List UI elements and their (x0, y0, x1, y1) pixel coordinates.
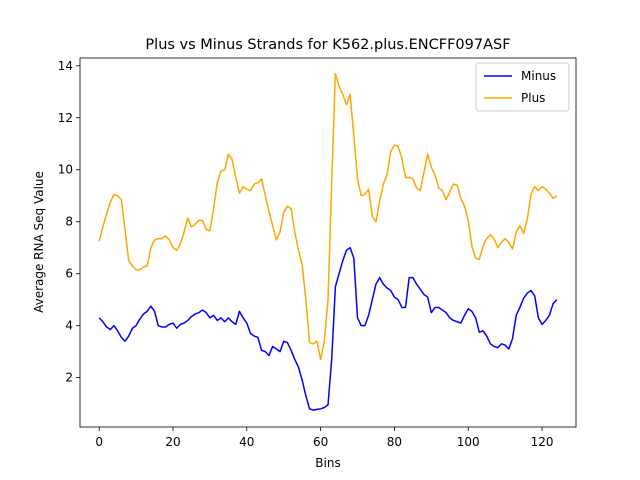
chart-title: Plus vs Minus Strands for K562.plus.ENCF… (145, 37, 510, 53)
y-tick-label: 12 (58, 111, 73, 125)
legend: Minus Plus (475, 62, 570, 112)
plot-area (79, 57, 577, 428)
x-tick-label: 20 (165, 435, 180, 449)
legend-label-plus: Plus (521, 91, 545, 105)
y-tick-label: 8 (65, 215, 73, 229)
legend-label-minus: Minus (521, 69, 556, 83)
series-layer (98, 72, 558, 411)
x-axis-label: Bins (315, 456, 340, 470)
legend-box (475, 62, 570, 112)
y-tick-label: 4 (65, 319, 73, 333)
x-tick-label: 80 (387, 435, 402, 449)
y-tick-label: 14 (58, 59, 73, 73)
x-axis: 0 20 40 60 80 100 120 (95, 427, 554, 449)
series-line-minus (98, 246, 558, 411)
x-tick-label: 120 (531, 435, 554, 449)
x-tick-label: 40 (239, 435, 254, 449)
y-tick-label: 2 (65, 371, 73, 385)
y-tick-label: 6 (65, 267, 73, 281)
plot-frame (79, 57, 577, 428)
x-tick-label: 60 (313, 435, 328, 449)
x-tick-label: 0 (95, 435, 103, 449)
series-line-plus (98, 72, 558, 361)
y-axis-label: Average RNA Seq Value (32, 171, 46, 313)
x-tick-label: 100 (457, 435, 480, 449)
y-tick-label: 10 (58, 163, 73, 177)
y-axis: 2 4 6 8 10 12 14 (58, 59, 80, 385)
